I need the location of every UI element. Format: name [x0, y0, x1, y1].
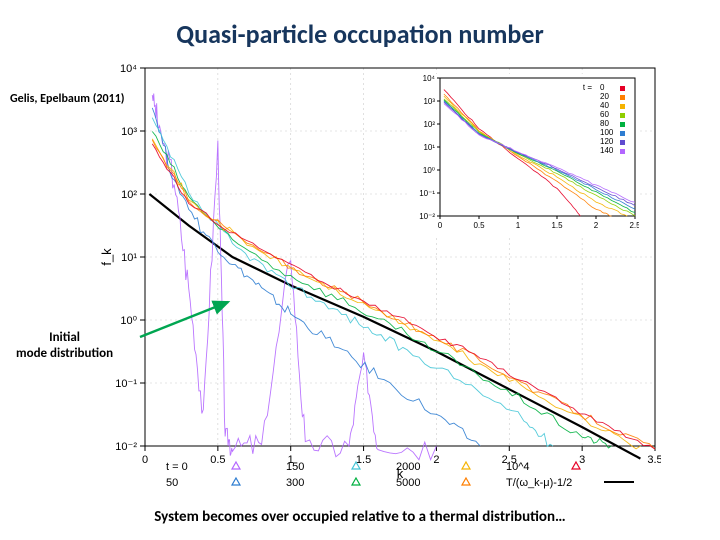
svg-text:10⁴: 10⁴ [423, 74, 436, 83]
svg-text:80: 80 [600, 119, 609, 128]
svg-text:10¹: 10¹ [121, 252, 137, 264]
svg-text:150: 150 [286, 461, 304, 473]
slide-title: Quasi-particle occupation number [0, 18, 720, 50]
svg-text:2: 2 [594, 221, 599, 230]
svg-text:300: 300 [286, 477, 304, 489]
svg-text:10²: 10² [121, 189, 137, 201]
svg-text:0: 0 [142, 454, 148, 466]
svg-text:10⁰: 10⁰ [423, 166, 435, 175]
svg-text:T/(ω_k-μ)-1/2: T/(ω_k-μ)-1/2 [506, 477, 572, 489]
svg-text:t =: t = [583, 83, 592, 92]
svg-text:t = 0: t = 0 [166, 461, 188, 473]
svg-text:10²: 10² [423, 120, 435, 129]
svg-text:10³: 10³ [423, 97, 435, 106]
annotation-line2: mode distribution [16, 346, 113, 361]
slide-caption: System becomes over occupied relative to… [0, 508, 720, 526]
initial-mode-annotation: Initial mode distribution [16, 330, 113, 361]
svg-text:50: 50 [166, 477, 178, 489]
svg-text:1: 1 [516, 221, 521, 230]
svg-text:10⁻¹: 10⁻¹ [115, 378, 137, 390]
svg-text:0: 0 [600, 83, 605, 92]
svg-text:100: 100 [600, 128, 614, 137]
svg-text:0: 0 [438, 221, 443, 230]
svg-text:f_k: f_k [99, 248, 114, 266]
svg-text:0.5: 0.5 [473, 221, 485, 230]
svg-text:20: 20 [600, 92, 609, 101]
svg-text:2.5: 2.5 [629, 221, 639, 230]
svg-text:3.5: 3.5 [647, 454, 661, 466]
svg-text:40: 40 [600, 101, 609, 110]
inset-chart: 00.511.522.510⁻²10⁻¹10⁰10¹10²10³10⁴t =02… [408, 74, 639, 236]
bottom-legend: t = 0 150 2000 10^4 50 300 5000 T/(ω_k-μ)-1/2 [166, 458, 646, 492]
svg-text:10^4: 10^4 [506, 461, 530, 473]
svg-text:10⁰: 10⁰ [120, 315, 137, 327]
svg-text:140: 140 [600, 146, 614, 155]
svg-text:120: 120 [600, 137, 614, 146]
annotation-line1: Initial [49, 330, 80, 345]
svg-text:10⁻²: 10⁻² [419, 212, 435, 221]
svg-text:10³: 10³ [121, 126, 137, 138]
svg-text:5000: 5000 [396, 477, 420, 489]
svg-text:60: 60 [600, 110, 609, 119]
svg-text:10⁻¹: 10⁻¹ [419, 189, 435, 198]
svg-text:10⁻²: 10⁻² [115, 441, 137, 453]
svg-text:10¹: 10¹ [423, 143, 435, 152]
svg-text:10⁴: 10⁴ [120, 63, 137, 75]
svg-text:1.5: 1.5 [551, 221, 563, 230]
svg-text:2000: 2000 [396, 461, 420, 473]
